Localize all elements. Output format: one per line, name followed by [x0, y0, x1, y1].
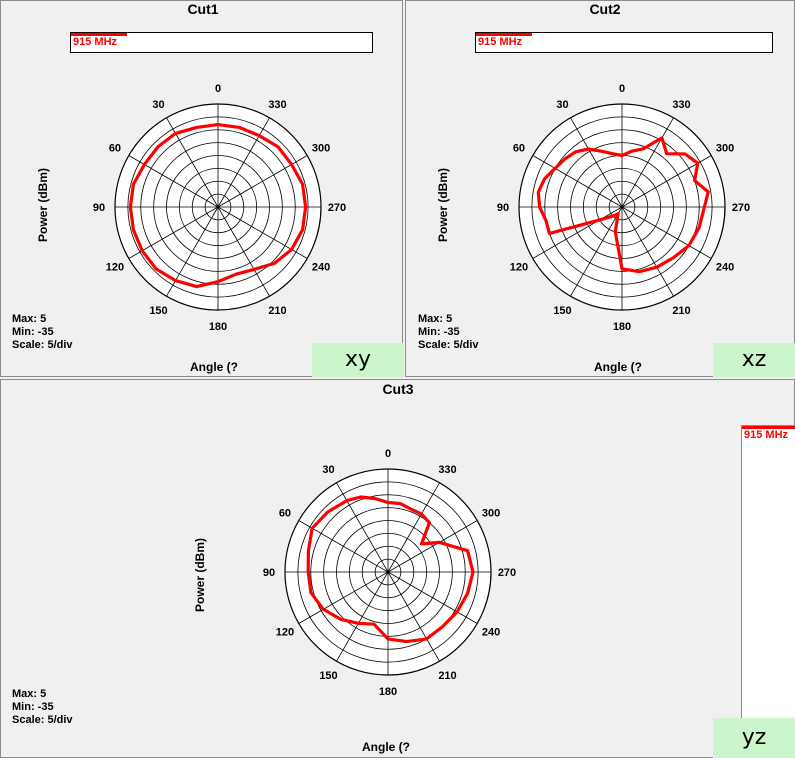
polar-plot-cut1: 0 30 60 90 120 150 180 210 240 270 300 330	[93, 83, 346, 333]
angle-tick-label: 120	[510, 262, 528, 274]
angle-tick-label: 300	[482, 508, 500, 520]
angle-tick-label: 60	[109, 143, 121, 155]
series-line	[536, 136, 710, 274]
grid-spoke	[387, 571, 440, 662]
series-line	[128, 122, 308, 289]
angle-tick-label: 210	[268, 305, 286, 317]
stats-block: Max: 5 Min: -35 Scale: 5/div	[12, 688, 73, 727]
angle-tick-label: 0	[385, 448, 391, 460]
angle-tick-label: 300	[312, 143, 330, 155]
angle-tick-label: 120	[106, 262, 124, 274]
legend-box: 915 MHz	[475, 32, 773, 53]
plane-tag: xz	[713, 343, 795, 377]
x-axis-label: Angle (?	[190, 360, 238, 374]
stat-scale: Scale: 5/div	[12, 714, 73, 726]
stat-max: Max: 5	[12, 313, 47, 325]
series-line	[306, 495, 475, 644]
angle-tick-label: 150	[149, 305, 167, 317]
grid-spoke	[128, 206, 219, 259]
legend-swatch	[476, 33, 532, 36]
angle-tick-label: 90	[93, 202, 105, 214]
polar-plot-cut3: 0 30 60 90 120 150 180 210 240 270 300 330	[263, 448, 516, 698]
legend-swatch	[71, 33, 127, 36]
angle-tick-label: 120	[276, 627, 294, 639]
grid-spoke	[532, 155, 623, 208]
grid-spoke	[621, 206, 712, 259]
grid-spoke	[217, 117, 270, 208]
angle-tick-label: 240	[482, 627, 500, 639]
angle-tick-label: 210	[672, 305, 690, 317]
stats-block: Max: 5 Min: -35 Scale: 5/div	[12, 313, 73, 352]
angle-tick-label: 240	[312, 262, 330, 274]
stat-scale: Scale: 5/div	[418, 339, 479, 351]
chart-title: Cut1	[187, 1, 219, 17]
angle-tick-label: 0	[619, 83, 625, 95]
stat-min: Min: -35	[12, 326, 54, 338]
grid-spoke	[387, 571, 478, 624]
angle-tick-label: 30	[556, 99, 568, 111]
x-axis-label: Angle (?	[362, 740, 410, 754]
plane-tag: xy	[312, 343, 404, 377]
polar-plot-cut2: 0 30 60 90 120 150 180 210 240 270 300 330	[497, 83, 750, 333]
angle-tick-label: 270	[328, 202, 346, 214]
stat-max: Max: 5	[418, 313, 453, 325]
angle-tick-label: 300	[716, 143, 734, 155]
chart-title: Cut2	[589, 1, 621, 17]
legend-swatch	[742, 426, 795, 429]
stat-scale: Scale: 5/div	[12, 339, 73, 351]
grid-spoke	[570, 117, 623, 208]
grid-spoke	[217, 206, 270, 297]
angle-tick-label: 60	[513, 143, 525, 155]
grid-spoke	[336, 571, 389, 662]
angle-tick-label: 240	[716, 262, 734, 274]
legend-label: 915 MHz	[73, 36, 118, 48]
grid-spoke	[336, 482, 389, 573]
stats-block: Max: 5 Min: -35 Scale: 5/div	[418, 313, 479, 352]
stat-min: Min: -35	[12, 701, 54, 713]
angle-tick-label: 30	[152, 99, 164, 111]
grid-spoke	[387, 520, 478, 573]
grid-spoke	[298, 571, 389, 624]
angle-tick-label: 330	[438, 464, 456, 476]
angle-tick-label: 0	[215, 83, 221, 95]
legend-box: 915 MHz	[741, 425, 795, 736]
angle-tick-label: 180	[379, 686, 397, 698]
angle-tick-label: 330	[672, 99, 690, 111]
angle-tick-label: 270	[498, 567, 516, 579]
angle-tick-label: 90	[497, 202, 509, 214]
legend-box: 915 MHz	[70, 32, 373, 53]
chart-title: Cut3	[382, 381, 414, 397]
angle-tick-label: 30	[322, 464, 334, 476]
angle-tick-label: 150	[553, 305, 571, 317]
grid-spoke	[532, 206, 623, 259]
angle-tick-label: 180	[613, 321, 631, 333]
legend-label: 915 MHz	[478, 36, 523, 48]
angle-tick-label: 270	[732, 202, 750, 214]
stat-min: Min: -35	[418, 326, 460, 338]
grid-spoke	[621, 206, 674, 297]
stat-max: Max: 5	[12, 688, 47, 700]
grid-spoke	[387, 482, 440, 573]
angle-tick-label: 210	[438, 670, 456, 682]
grid-spoke	[570, 206, 623, 297]
angle-tick-label: 150	[319, 670, 337, 682]
x-axis-label: Angle (?	[594, 360, 642, 374]
angle-tick-label: 90	[263, 567, 275, 579]
grid-spoke	[621, 117, 674, 208]
legend-label: 915 MHz	[744, 429, 789, 441]
angle-tick-label: 180	[209, 321, 227, 333]
angle-tick-label: 60	[279, 508, 291, 520]
angle-tick-label: 330	[268, 99, 286, 111]
plane-tag: yz	[713, 718, 795, 758]
